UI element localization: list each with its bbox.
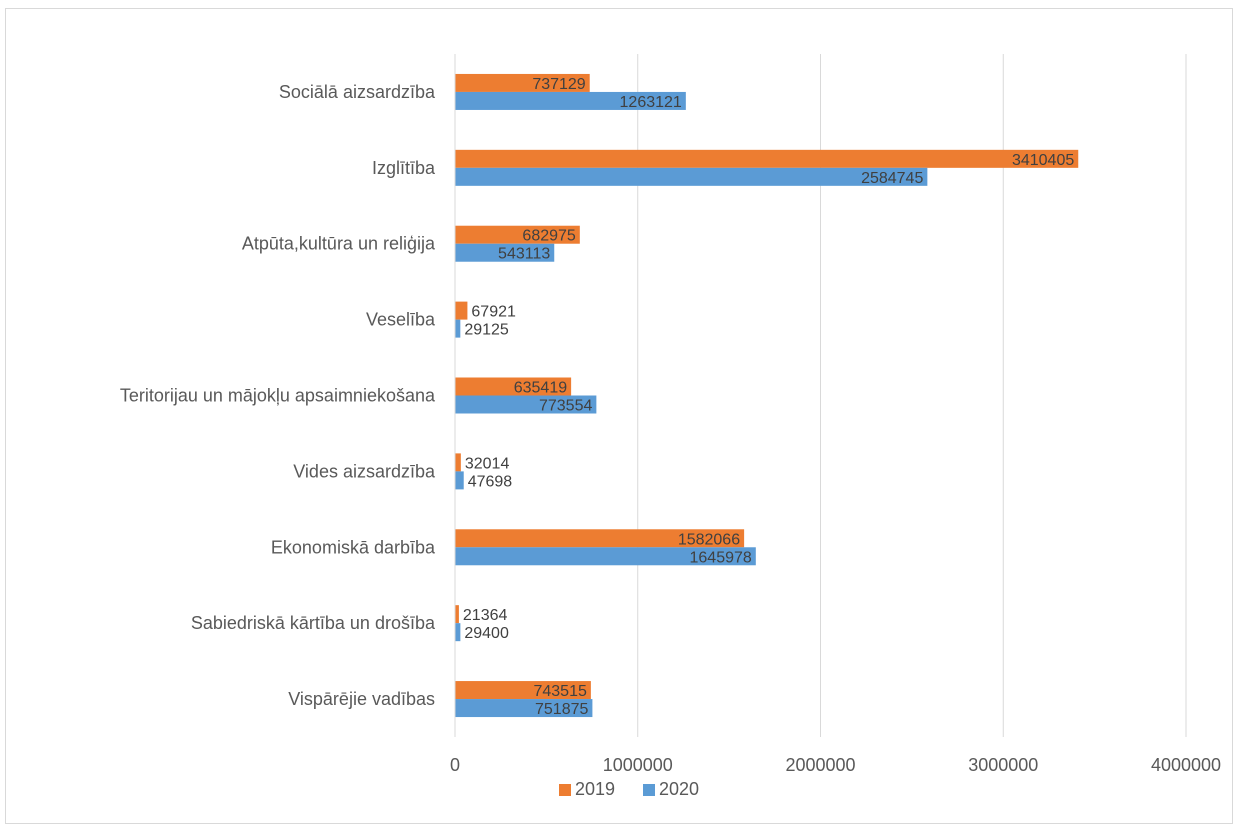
data-label-2019: 682975 (522, 228, 575, 245)
data-label-2019: 3410405 (1012, 152, 1074, 169)
bars (455, 73, 1079, 718)
data-label-2020: 751875 (535, 701, 588, 718)
category-label: Atpūta,kultūra un reliģija (242, 234, 436, 254)
bar-2020 (455, 471, 464, 490)
bar-2019 (455, 377, 572, 396)
data-label-2020: 543113 (498, 246, 550, 263)
data-label-2019: 32014 (465, 455, 510, 472)
bar-2020 (455, 623, 461, 642)
x-tick-label: 3000000 (968, 755, 1038, 775)
bar-2020 (455, 91, 686, 110)
bar-2020 (455, 167, 928, 186)
legend: 2019 2020 (559, 779, 699, 799)
bar-2020 (455, 319, 461, 338)
category-label: Sabiedriskā kārtība un drošība (191, 613, 436, 633)
bar-chart: Sociālā aizsardzība Izglītība Atpūta,kultū… (120, 54, 1221, 799)
bar-2019 (455, 605, 459, 624)
bar-2019 (455, 529, 745, 548)
legend-label-2019: 2019 (575, 779, 615, 799)
bar-2020 (455, 243, 555, 262)
category-label: Teritorijau un mājokļu apsaimniekošana (120, 386, 436, 406)
category-label: Ekonomiskā darbība (271, 537, 436, 557)
x-tick-label: 4000000 (1151, 755, 1221, 775)
legend-swatch-2020 (643, 784, 655, 796)
data-label-2020: 29400 (464, 625, 509, 642)
data-label-2020: 1645978 (690, 549, 752, 566)
data-label-2020: 2584745 (861, 170, 923, 187)
bar-2019 (455, 301, 468, 320)
data-label-2019: 737129 (532, 76, 585, 93)
category-label: Sociālā aizsardzība (279, 82, 436, 102)
x-tick-label: 1000000 (603, 755, 673, 775)
data-label-2019: 21364 (463, 607, 508, 624)
chart-frame: Sociālā aizsardzība Izglītība Atpūta,kultū… (5, 8, 1233, 824)
bar-2019 (455, 225, 580, 244)
bar-2019 (455, 149, 1079, 168)
data-label-2020: 29125 (464, 322, 509, 339)
bar-2019 (455, 73, 590, 92)
category-label: Vispārējie vadības (288, 689, 435, 709)
data-label-2020: 47698 (468, 473, 513, 490)
data-label-2020: 1263121 (620, 94, 682, 111)
bar-2020 (455, 699, 593, 718)
legend-label-2020: 2020 (659, 779, 699, 799)
value-axis-tick-labels: 0 1000000 2000000 3000000 4000000 (450, 755, 1221, 775)
category-label: Izglītība (372, 158, 436, 178)
category-label: Veselība (366, 310, 436, 330)
data-label-2019: 67921 (471, 304, 516, 321)
data-label-2019: 635419 (514, 380, 567, 397)
category-label: Vides aizsardzība (293, 461, 436, 481)
data-label-2020: 773554 (539, 398, 592, 415)
data-label-2019: 1582066 (678, 531, 740, 548)
bar-2020 (455, 395, 597, 414)
data-label-2019: 743515 (533, 683, 586, 700)
bar-2019 (455, 453, 461, 472)
bar-2020 (455, 547, 756, 566)
bar-2019 (455, 681, 591, 700)
category-labels: Sociālā aizsardzība Izglītība Atpūta,kultū… (120, 82, 436, 709)
legend-swatch-2019 (559, 784, 571, 796)
x-tick-label: 2000000 (785, 755, 855, 775)
x-tick-label: 0 (450, 755, 460, 775)
